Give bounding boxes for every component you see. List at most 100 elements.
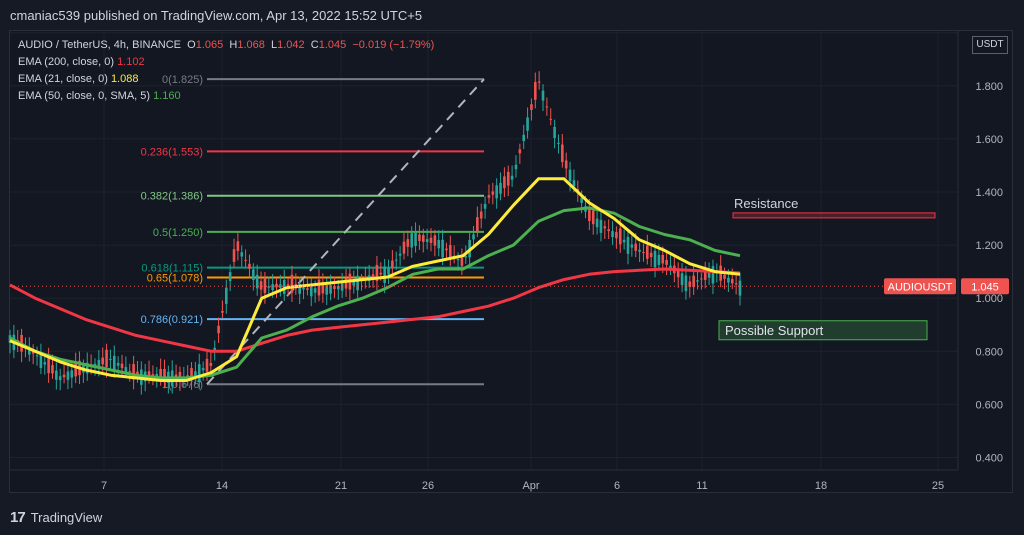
- candle-body: [661, 255, 665, 264]
- candle-body: [730, 279, 734, 284]
- x-tick-label: 7: [101, 480, 107, 492]
- candle-body: [626, 236, 630, 254]
- candle-body: [684, 275, 688, 292]
- candle-body: [441, 239, 444, 258]
- candle-body: [205, 358, 209, 372]
- candle-body: [62, 374, 66, 378]
- candle-body: [503, 176, 506, 189]
- candle-body: [201, 368, 205, 371]
- candle-body: [449, 245, 452, 258]
- resistance-label: Resistance: [734, 196, 798, 211]
- candle-body: [244, 259, 247, 261]
- x-tick-label: 11: [696, 480, 707, 492]
- candle-body: [476, 217, 479, 232]
- ema200-value: 1.102: [117, 56, 145, 68]
- candle-body: [615, 232, 618, 239]
- candle-body: [47, 355, 50, 374]
- candle-body: [549, 118, 553, 120]
- candle-body: [514, 164, 518, 170]
- y-tick-label: 1.800: [975, 81, 1003, 93]
- candle-body: [688, 281, 692, 287]
- legend-ema50-row[interactable]: EMA (50, close, 0, SMA, 5) 1.160: [18, 88, 434, 105]
- candle-body: [286, 284, 290, 286]
- candle-body: [240, 252, 244, 257]
- candle-body: [340, 283, 344, 291]
- ema50-label: EMA (50, close, 0, SMA, 5): [18, 90, 151, 102]
- candle-body: [387, 267, 390, 275]
- candle-body: [557, 142, 560, 144]
- candle-body: [599, 219, 603, 233]
- fib-level-label: 0.5(1.250): [153, 227, 203, 239]
- legend-ema21-row[interactable]: EMA (21, close, 0) 1.088: [18, 71, 434, 88]
- candle-body: [394, 259, 398, 261]
- candle-body: [35, 355, 39, 357]
- candle-body: [456, 258, 460, 261]
- low-value: 1.042: [277, 39, 305, 51]
- candle-body: [445, 248, 448, 251]
- candle-body: [472, 234, 475, 240]
- candle-body: [510, 175, 514, 180]
- candle-body: [398, 253, 402, 256]
- currency-unit-button[interactable]: USDT: [972, 36, 1008, 54]
- candle-body: [483, 203, 487, 209]
- candle-body: [132, 364, 135, 380]
- candle-body: [653, 250, 657, 268]
- candle-body: [221, 311, 224, 313]
- candle-body: [74, 363, 77, 377]
- resistance-zone: [732, 212, 936, 219]
- last-price-tag-label: 1.045: [971, 281, 999, 293]
- candle-body: [433, 235, 437, 246]
- symbol-label[interactable]: AUDIO / TetherUS, 4h, BINANCE: [18, 39, 182, 51]
- x-tick-label: 25: [932, 480, 944, 492]
- candle-body: [553, 126, 556, 138]
- candle-body: [236, 241, 240, 251]
- candle-body: [611, 231, 614, 238]
- candle-body: [275, 283, 278, 288]
- candle-body: [522, 134, 526, 142]
- candle-body: [85, 362, 89, 374]
- candle-body: [418, 234, 421, 241]
- legend-symbol-row: AUDIO / TetherUS, 4h, BINANCE O1.065 H1.…: [18, 37, 434, 54]
- candle-body: [105, 349, 108, 368]
- candle-body: [159, 368, 162, 379]
- candle-body: [692, 275, 695, 288]
- candle-body: [43, 362, 47, 365]
- candle-body: [649, 252, 653, 257]
- open-label: O: [187, 39, 196, 51]
- candle-body: [232, 249, 236, 262]
- legend-ema200-row[interactable]: EMA (200, close, 0) 1.102: [18, 54, 434, 71]
- candle-body: [224, 287, 228, 304]
- candle-body: [580, 197, 583, 203]
- fib-level-label: 0(1.825): [162, 74, 203, 86]
- candle-body: [51, 365, 54, 374]
- candle-body: [657, 254, 661, 265]
- candle-body: [669, 265, 672, 269]
- candle-body: [491, 191, 495, 195]
- chart-frame[interactable]: [9, 30, 1013, 493]
- candle-body: [676, 268, 680, 278]
- candle-body: [646, 245, 649, 259]
- candle-body: [39, 354, 43, 369]
- candle-body: [147, 371, 151, 378]
- fib-level-label: 0.786(0.921): [141, 314, 203, 326]
- candle-body: [696, 280, 699, 282]
- candle-body: [213, 347, 217, 351]
- candle-body: [267, 286, 271, 288]
- candle-body: [70, 370, 74, 378]
- candle-body: [151, 374, 155, 376]
- support-zone: [718, 320, 928, 341]
- candle-body: [518, 149, 522, 154]
- candle-body: [317, 279, 321, 296]
- candle-body: [700, 278, 703, 280]
- candle-body: [217, 325, 220, 334]
- candle-body: [622, 239, 626, 243]
- candle-body: [282, 279, 286, 294]
- candle-body: [533, 82, 537, 100]
- publisher-text: cmaniac539 published on TradingView.com,…: [10, 8, 423, 23]
- candle-body: [630, 244, 634, 248]
- candle-body: [665, 260, 668, 265]
- fib-level-label: 0.65(1.078): [147, 272, 203, 284]
- y-tick-label: 0.400: [975, 453, 1003, 465]
- chart-legend: AUDIO / TetherUS, 4h, BINANCE O1.065 H1.…: [18, 37, 434, 105]
